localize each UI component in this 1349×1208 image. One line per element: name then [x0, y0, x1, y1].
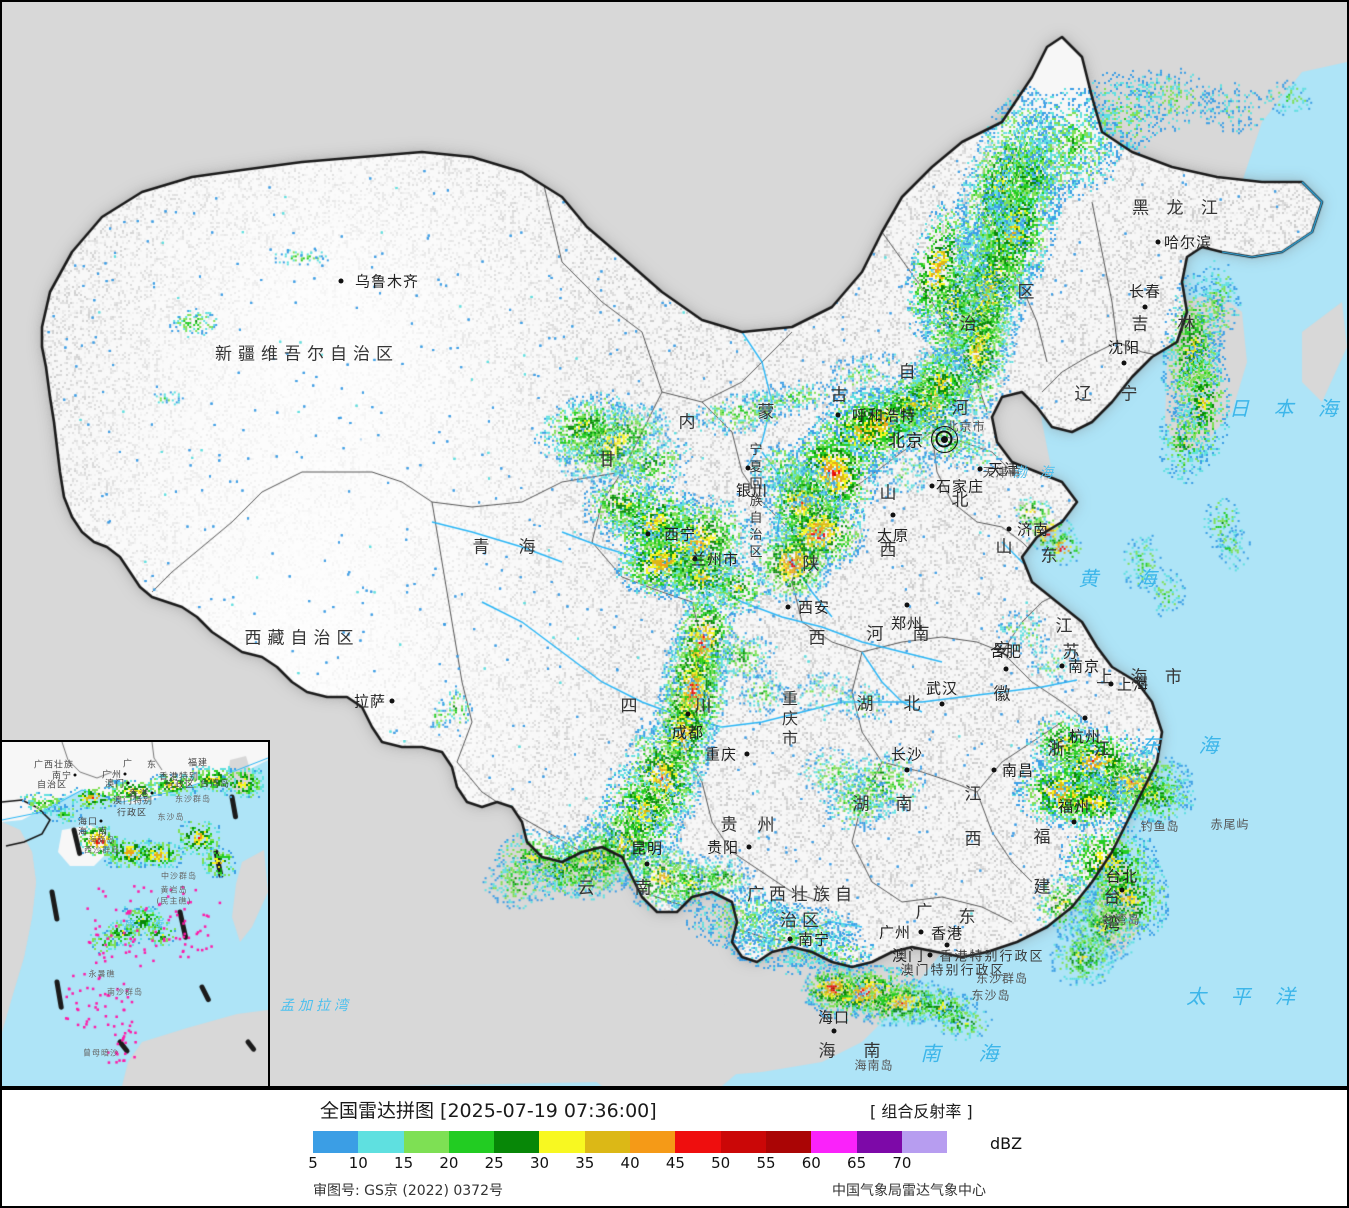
dbz-swatch-25 — [494, 1131, 540, 1153]
south-china-sea-inset-canvas[interactable] — [2, 742, 268, 1086]
dbz-tick-35: 35 — [575, 1154, 595, 1172]
dbz-swatch-60 — [811, 1131, 857, 1153]
dbz-swatch-45 — [675, 1131, 721, 1153]
issuing-agency: 中国气象局雷达气象中心 — [832, 1183, 986, 1199]
dbz-tick-30: 30 — [529, 1154, 550, 1172]
dbz-swatch-70 — [901, 1131, 948, 1153]
dbz-swatch-10 — [358, 1131, 404, 1153]
dbz-tick-70: 70 — [892, 1154, 912, 1172]
dbz-swatch-30 — [539, 1131, 585, 1153]
dbz-tick-10: 10 — [348, 1154, 368, 1172]
dbz-swatch-15 — [403, 1131, 449, 1153]
legend-title: 全国雷达拼图 [2025-07-19 07:36:00] — [320, 1100, 657, 1122]
dbz-tick-25: 25 — [484, 1154, 504, 1172]
dbz-tick-40: 40 — [620, 1154, 640, 1172]
dbz-unit-label: dBZ — [990, 1134, 1023, 1153]
dbz-swatch-5 — [313, 1131, 359, 1153]
dbz-colorbar — [313, 1131, 948, 1153]
dbz-tick-65: 65 — [847, 1154, 867, 1172]
dbz-swatch-55 — [765, 1131, 812, 1153]
dbz-swatch-35 — [584, 1131, 631, 1153]
dbz-swatch-20 — [448, 1131, 495, 1153]
south-china-sea-inset-panel[interactable]: 广西壮族 自治区广东香港特别 行政区 澳门特别 行政区海 南福建 台湾岛 南宁 广州 澳门 香港海… — [0, 740, 270, 1088]
dbz-tick-row: 5 10 15 20 25 30 35 40 45 50 55 60 65 70 — [300, 1154, 1060, 1174]
dbz-swatch-40 — [630, 1131, 676, 1153]
map-approval-number: 审图号: GS京 (2022) 0372号 — [313, 1183, 503, 1199]
dbz-tick-45: 45 — [665, 1154, 685, 1172]
dbz-tick-50: 50 — [711, 1154, 731, 1172]
dbz-tick-15: 15 — [394, 1154, 414, 1172]
dbz-swatch-50 — [720, 1131, 766, 1153]
legend-product-label: [ 组合反射率 ] — [870, 1102, 973, 1121]
dbz-tick-20: 20 — [439, 1154, 459, 1172]
dbz-tick-60: 60 — [801, 1154, 821, 1172]
dbz-tick-55: 55 — [756, 1154, 776, 1172]
legend-title-row: 全国雷达拼图 [2025-07-19 07:36:00] [ 组合反射率 ] — [2, 1096, 1347, 1122]
dbz-tick-5: 5 — [308, 1154, 318, 1172]
dbz-swatch-65 — [856, 1131, 902, 1153]
